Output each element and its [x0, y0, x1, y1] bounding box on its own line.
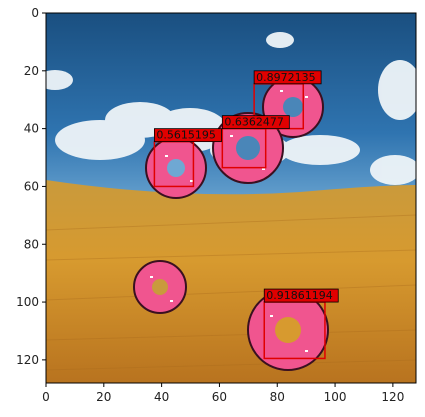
wheat-field	[46, 180, 416, 383]
photo: 0.8972135 0.6362477 0.5615195 0.91861194	[46, 13, 416, 383]
axes-frame	[45, 12, 417, 384]
detection-label-bg	[221, 115, 290, 130]
y-tick-label: 60	[24, 179, 39, 193]
sky	[46, 13, 416, 213]
y-tick-label: 0	[31, 6, 39, 20]
x-tick-label: 40	[154, 390, 169, 404]
detection-score-label: 0.6362477	[224, 116, 284, 129]
x-tick-label: 100	[324, 390, 347, 404]
y-tick-label: 120	[16, 353, 39, 367]
detection-label-bg	[263, 288, 339, 303]
donut-4	[133, 260, 187, 314]
x-tick-label: 20	[96, 390, 111, 404]
y-tick-label: 80	[24, 237, 39, 251]
y-axis: 0 20 40 60 80 100 120	[16, 6, 46, 367]
detections: 0.8972135 0.6362477 0.5615195 0.91861194	[153, 70, 339, 360]
detection-label-bg	[253, 70, 322, 85]
donut-3	[145, 137, 207, 199]
x-axis: 0 20 40 60 80 100 120	[42, 383, 404, 404]
detection-score-label: 0.8972135	[256, 71, 316, 84]
detection-label-bg	[153, 128, 222, 143]
x-tick-label: 120	[381, 390, 404, 404]
sprinkles	[150, 90, 308, 352]
y-tick-label: 100	[16, 295, 39, 309]
x-tick-label: 0	[42, 390, 50, 404]
field-texture	[46, 214, 416, 371]
x-tick-label: 60	[212, 390, 227, 404]
detection-score-label: 0.5615195	[156, 129, 216, 142]
y-tick-label: 20	[24, 64, 39, 78]
detection-score-label: 0.91861194	[266, 289, 332, 302]
x-tick-label: 80	[270, 390, 285, 404]
y-tick-label: 40	[24, 122, 39, 136]
